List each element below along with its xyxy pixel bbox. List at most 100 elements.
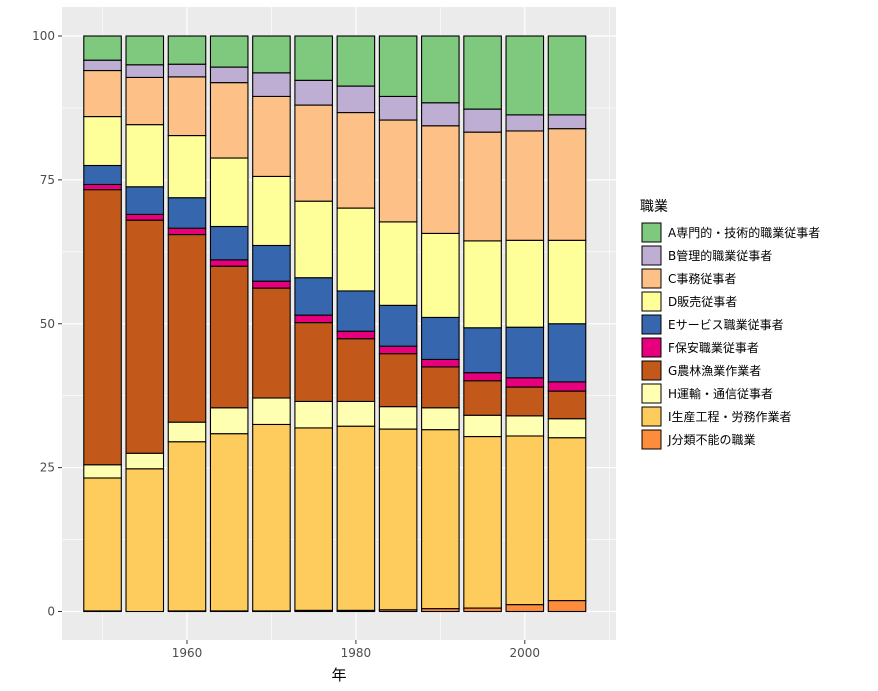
bar-segment <box>167 227 207 236</box>
bar-segment <box>209 433 249 612</box>
bar-segment <box>505 114 545 132</box>
bar-segment <box>378 406 418 430</box>
y-tick-label: 25 <box>40 461 55 475</box>
bar-segment <box>463 108 502 133</box>
legend-key <box>641 291 662 312</box>
bar-segment <box>167 421 207 443</box>
legend-title: 職業 <box>640 199 668 215</box>
bar-segment <box>83 59 122 72</box>
bar-segment <box>252 72 291 97</box>
y-tick-label: 100 <box>32 29 55 43</box>
bar-segment <box>378 35 418 97</box>
bar-segment <box>378 304 418 347</box>
y-tick-label: 75 <box>40 173 55 187</box>
bar-segment <box>83 189 122 466</box>
bar-segment <box>83 69 122 118</box>
bar-segment <box>209 35 249 68</box>
legend-label: Eサービス職業従事者 <box>668 318 784 332</box>
bar-segment <box>336 85 376 114</box>
x-tick-label: 1980 <box>341 646 372 660</box>
bar-segment <box>167 135 207 199</box>
bar-segment <box>547 128 587 241</box>
axes: 0 25 50 75 100 1960 1980 2000 <box>32 29 540 660</box>
bar-segment <box>336 290 376 332</box>
bar-segment <box>252 397 291 426</box>
legend-key <box>641 245 662 266</box>
bar-segment <box>378 428 418 611</box>
bars <box>83 35 587 613</box>
bar-segment <box>463 435 502 609</box>
legend-key <box>641 314 662 335</box>
bar-segment <box>547 114 587 130</box>
bar-segment <box>294 277 333 316</box>
bar-segment <box>336 330 376 340</box>
bar-segment <box>83 183 122 191</box>
legend-label: C事務従事者 <box>668 272 736 286</box>
bar-segment <box>125 213 165 221</box>
legend-label: B管理的職業従事者 <box>668 248 772 263</box>
bar-segment <box>294 35 333 81</box>
bar-segment <box>547 418 587 439</box>
legend-label: J分類不能の職業 <box>667 433 756 447</box>
bar-segment <box>336 338 376 402</box>
bar-segment <box>83 464 122 479</box>
legend-label: D販売従事者 <box>668 294 737 309</box>
bar-segment <box>83 35 122 61</box>
legend-label: A専門的・技術的職業従事者 <box>668 225 820 240</box>
bar-segment <box>294 104 333 202</box>
bar-segment <box>294 79 333 106</box>
bar-segment <box>547 239 587 325</box>
bar-segment <box>252 175 291 247</box>
bar-segment <box>421 358 460 368</box>
bar-segment <box>421 102 460 127</box>
legend-key <box>641 429 662 450</box>
bar-segment <box>252 423 291 612</box>
bar-segment <box>209 66 249 84</box>
bar-segment <box>463 380 502 416</box>
bar-segment <box>336 35 376 87</box>
bar-segment <box>463 327 502 374</box>
bar-segment <box>209 82 249 159</box>
bar-segment <box>505 35 545 116</box>
bar-segment <box>252 35 291 74</box>
bar-segment <box>125 35 165 66</box>
bar-segment <box>421 35 460 104</box>
bar-segment <box>167 76 207 137</box>
bar-segment <box>421 232 460 318</box>
bar-segment <box>125 219 165 454</box>
bar-segment <box>463 131 502 242</box>
bar-segment <box>252 287 291 399</box>
bar-segment <box>547 600 587 613</box>
legend-label: I生産工程・労務作業者 <box>668 409 792 424</box>
bar-segment <box>167 234 207 423</box>
bar-segment <box>505 435 545 606</box>
legend-key <box>641 383 662 404</box>
bar-segment <box>336 111 376 209</box>
bar-segment <box>167 63 207 78</box>
bar-segment <box>125 76 165 126</box>
bar-segment <box>421 429 460 610</box>
bar-segment <box>209 157 249 228</box>
bar-segment <box>125 452 165 470</box>
bar-segment <box>167 197 207 229</box>
x-axis-title: 年 <box>331 666 346 684</box>
bar-segment <box>336 400 376 427</box>
bar-segment <box>83 116 122 167</box>
bar-segment <box>294 427 333 611</box>
bar-segment <box>505 377 545 388</box>
bar-segment <box>378 95 418 121</box>
bar-segment <box>547 381 587 392</box>
bar-segment <box>463 372 502 382</box>
bar-segment <box>505 604 545 613</box>
bar-segment <box>463 414 502 438</box>
bar-segment <box>378 345 418 355</box>
bar-segment <box>167 35 207 65</box>
bar-segment <box>505 415 545 437</box>
bar-segment <box>125 468 165 613</box>
bar-segment <box>421 125 460 234</box>
bar-segment <box>378 221 418 306</box>
bar-segment <box>336 207 376 292</box>
bar-segment <box>252 95 291 177</box>
